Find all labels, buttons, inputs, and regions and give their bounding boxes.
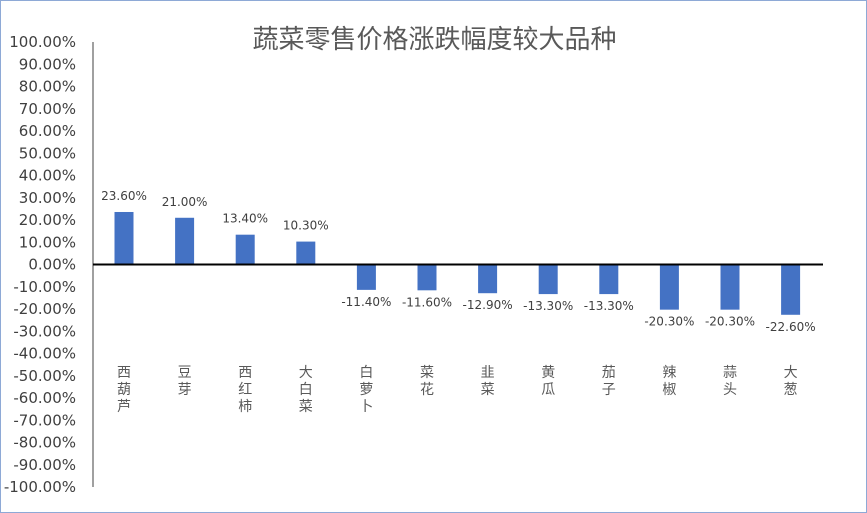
y-tick-label: -100.00%: [4, 478, 76, 496]
y-tick-label: -50.00%: [13, 367, 76, 385]
bar: [659, 264, 679, 310]
y-tick-label: 80.00%: [19, 78, 76, 96]
bar: [478, 264, 498, 294]
bar: [296, 241, 316, 265]
data-label: 23.60%: [101, 189, 147, 203]
bar: [175, 217, 195, 265]
data-label: -11.40%: [341, 295, 391, 309]
category-label: 大葱: [784, 365, 798, 398]
category-label: 蒜头: [723, 365, 737, 398]
data-label: -13.30%: [584, 299, 634, 313]
y-tick-label: -40.00%: [13, 345, 76, 363]
y-tick-label: 20.00%: [19, 211, 76, 229]
y-tick-label: 10.00%: [19, 233, 76, 251]
category-label: 黄瓜: [541, 364, 555, 398]
category-label: 豆芽: [178, 365, 192, 398]
bar: [356, 264, 376, 290]
category-label: 西葫芦: [117, 365, 131, 415]
y-tick-label: -90.00%: [13, 456, 76, 474]
bar: [538, 264, 558, 295]
bar: [599, 264, 619, 295]
bar: [417, 264, 437, 291]
y-tick-label: -70.00%: [13, 411, 76, 429]
y-tick-label: 30.00%: [19, 189, 76, 207]
bar: [114, 211, 134, 265]
category-label: 辣椒: [662, 365, 676, 398]
category-label: 西红柿: [238, 365, 252, 415]
data-label: -12.90%: [463, 298, 513, 312]
y-tick-label: -30.00%: [13, 322, 76, 340]
category-label: 菜花: [420, 365, 434, 398]
y-tick-label: -10.00%: [13, 278, 76, 296]
bar: [781, 264, 801, 315]
category-label: 白萝卜: [359, 365, 373, 415]
y-tick-label: 100.00%: [9, 33, 76, 51]
y-tick-label: 50.00%: [19, 144, 76, 162]
data-label: -20.30%: [644, 315, 694, 329]
chart-title: 蔬菜零售价格涨跌幅度较大品种: [252, 25, 617, 55]
y-tick-label: 40.00%: [19, 167, 76, 185]
data-label: -13.30%: [523, 299, 573, 313]
bar: [720, 264, 740, 310]
y-tick-label: 70.00%: [19, 100, 76, 118]
category-label: 韭菜: [481, 365, 495, 398]
data-label: 21.00%: [162, 195, 208, 209]
category-label: 大白菜: [299, 365, 313, 415]
y-tick-label: -80.00%: [13, 434, 76, 452]
y-tick-label: 90.00%: [19, 55, 76, 73]
data-label: -22.60%: [766, 320, 816, 334]
data-label: -20.30%: [705, 315, 755, 329]
y-tick-label: -20.00%: [13, 300, 76, 318]
y-tick-label: 60.00%: [19, 122, 76, 140]
data-label: 10.30%: [283, 219, 329, 233]
category-label: 茄子: [602, 364, 616, 398]
y-tick-label: -60.00%: [13, 389, 76, 407]
bar: [235, 234, 255, 265]
data-label: -11.60%: [402, 295, 452, 309]
y-tick-label: 0.00%: [28, 256, 76, 274]
data-label: 13.40%: [222, 212, 268, 226]
